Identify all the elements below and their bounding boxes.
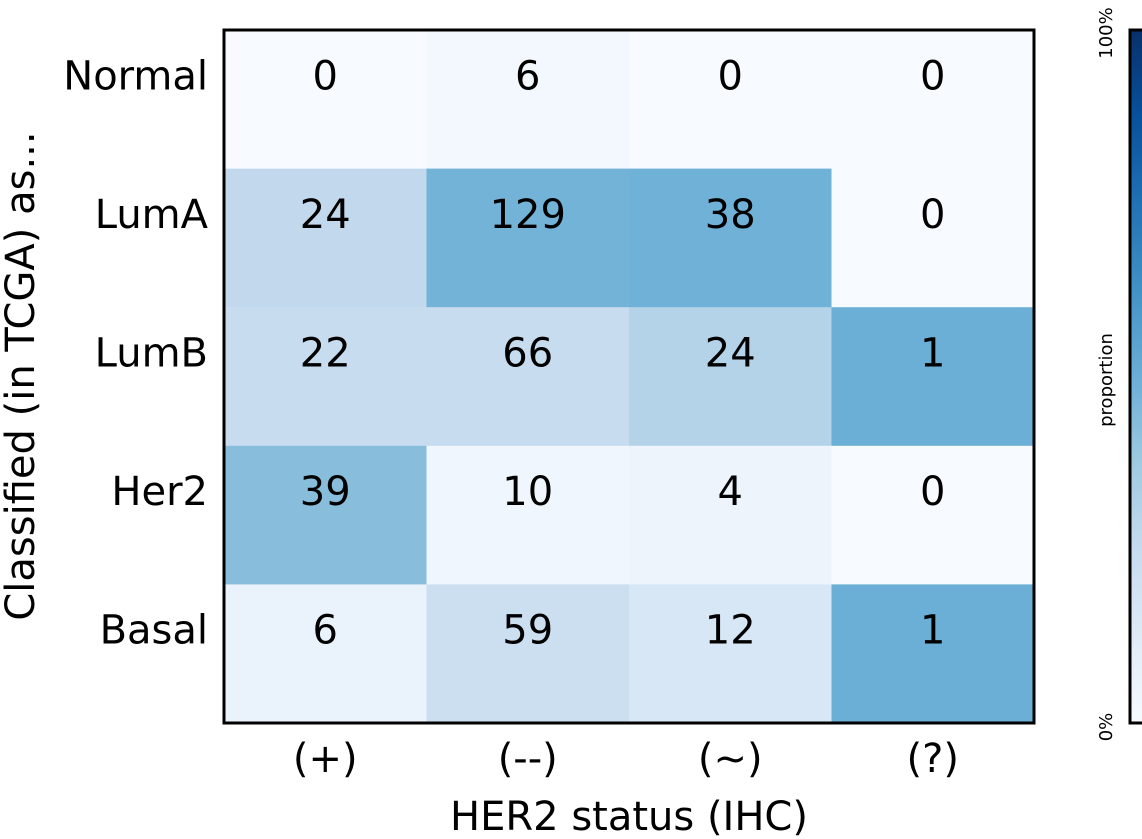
heatmap-cell [224, 307, 427, 447]
y-axis-title: Classified (in TCGA) as... [0, 131, 44, 620]
heatmap-cell [831, 30, 1035, 170]
heatmap-cell-label: 39 [300, 469, 351, 515]
heatmap-cell-label: 66 [502, 331, 553, 377]
heatmap-cell [426, 445, 630, 585]
heatmap-cell [831, 584, 1035, 724]
heatmap-cell-label: 38 [705, 192, 756, 238]
heatmap-cell-label: 0 [313, 53, 338, 99]
heatmap-cell-label: 22 [300, 331, 351, 377]
heatmap-cell [224, 584, 427, 724]
heatmap-cell [629, 584, 832, 724]
y-tick-label: LumB [95, 331, 208, 377]
heatmap-cell-label: 0 [920, 192, 945, 238]
x-tick-label: (+) [293, 736, 358, 782]
heatmap-cell-label: 24 [300, 192, 351, 238]
heatmap-cell [426, 584, 630, 724]
heatmap-cell-label: 1 [920, 608, 945, 654]
heatmap-cell-label: 0 [718, 53, 743, 99]
heatmap-cell-label: 12 [705, 608, 756, 654]
x-tick-label: (?) [907, 736, 959, 782]
heatmap-cell-label: 10 [502, 469, 553, 515]
heatmap-cell-label: 59 [502, 608, 553, 654]
heatmap-cell [224, 168, 427, 308]
heatmap-cell [426, 30, 630, 170]
heatmap-cell-label: 1 [920, 331, 945, 377]
heatmap-cell [629, 30, 832, 170]
heatmap-cell-label: 0 [920, 53, 945, 99]
y-tick-labels: Normal LumA LumB Her2 Basal [63, 53, 208, 653]
colorbar-max-label: 100% [1096, 7, 1117, 58]
heatmap-cell [426, 168, 630, 308]
heatmap-cell-label: 24 [705, 331, 756, 377]
heatmap-cell-label: 129 [490, 192, 566, 238]
heatmap-cell-label: 6 [313, 608, 338, 654]
heatmap-cell [831, 307, 1035, 447]
colorbar-min-label: 0% [1096, 713, 1117, 742]
x-axis-title: HER2 status (IHC) [450, 794, 808, 839]
y-tick-label: Normal [63, 53, 208, 99]
heatmap-cell [629, 168, 832, 308]
x-tick-label: (~) [698, 736, 763, 782]
heatmap-cell [224, 30, 427, 170]
colorbar-title: proportion [1096, 333, 1117, 427]
colorbar: 100% 0% proportion [1096, 7, 1142, 741]
y-tick-label: LumA [95, 192, 209, 238]
plot-frame [222, 28, 1036, 725]
heatmap-cell-labels: 0 6 0 0 24 129 38 0 22 66 24 1 39 10 4 0 6 59 12 1 [300, 53, 946, 653]
heatmap-cell [831, 445, 1035, 585]
heatmap-cell-label: 0 [920, 469, 945, 515]
heatmap-cell [831, 168, 1035, 308]
heatmap-cell [629, 307, 832, 447]
heatmap-cell [629, 445, 832, 585]
heatmap-cell [224, 445, 427, 585]
y-tick-label: Her2 [111, 469, 208, 515]
y-tick-label: Basal [100, 608, 208, 654]
heatmap-cells [224, 30, 1035, 724]
heatmap-cell [426, 307, 630, 447]
colorbar-gradient [1128, 28, 1142, 725]
x-tick-labels: (+) (--) (~) (?) [293, 736, 959, 782]
x-tick-label: (--) [498, 736, 558, 782]
heatmap-cell-label: 4 [718, 469, 743, 515]
heatmap-cell-label: 6 [515, 53, 540, 99]
